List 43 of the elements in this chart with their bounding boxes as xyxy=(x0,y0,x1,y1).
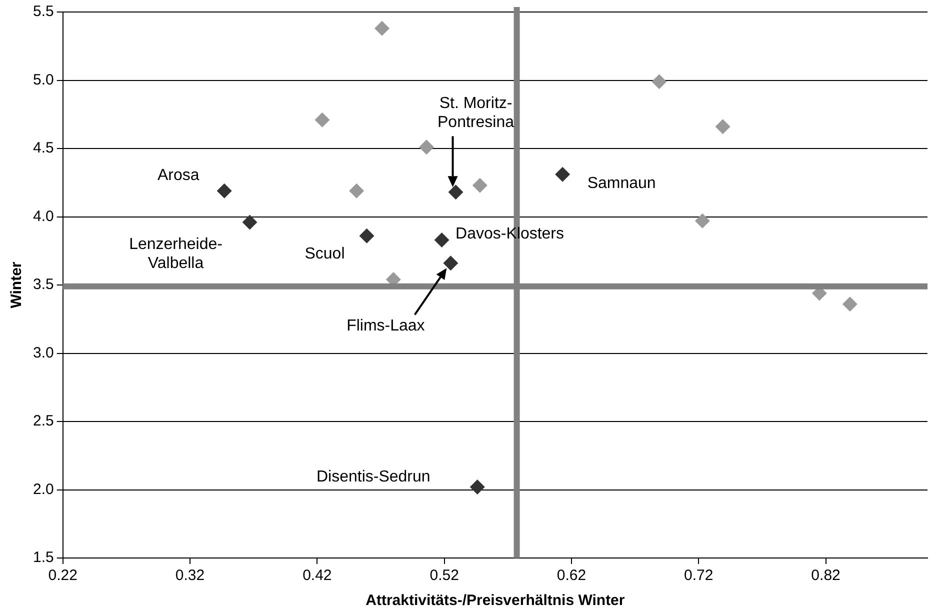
x-tick-label: 0.52 xyxy=(430,567,459,584)
point xyxy=(694,213,710,228)
y-tick-label: 3.5 xyxy=(32,276,54,294)
point xyxy=(216,183,232,198)
y-tick-label: 2.5 xyxy=(32,412,54,430)
point xyxy=(448,184,464,200)
point xyxy=(472,178,488,193)
point xyxy=(419,140,434,155)
point xyxy=(349,183,364,198)
point xyxy=(842,296,858,312)
y-tick-label: 4.0 xyxy=(32,208,54,225)
annotation: Scuol xyxy=(304,245,345,262)
x-tick-label: 0.32 xyxy=(175,567,205,584)
point xyxy=(470,480,485,495)
annotation: Davos-Klosters xyxy=(456,225,564,242)
x-tick-label: 0.22 xyxy=(48,567,78,584)
x-tick-label: 0.62 xyxy=(556,567,586,584)
y-tick-label: 5.5 xyxy=(32,3,54,20)
point xyxy=(652,74,667,90)
point xyxy=(715,119,730,134)
annotation: Samnaun xyxy=(587,174,656,192)
annotation: Arosa xyxy=(157,167,200,184)
y-tick-label: 4.5 xyxy=(32,140,54,157)
y-tick-label: 5.0 xyxy=(32,71,54,88)
annotation: Flims-Laax xyxy=(346,318,425,335)
point xyxy=(374,20,390,36)
point xyxy=(242,214,258,230)
y-tick-label: 2.0 xyxy=(32,480,54,498)
point xyxy=(359,228,374,244)
point xyxy=(555,166,570,182)
x-tick-label: 0.42 xyxy=(302,567,332,584)
x-axis-title: Attraktivitäts-/Preisverhältnis Winter xyxy=(366,592,625,610)
x-tick-label: 0.82 xyxy=(811,567,840,584)
y-axis-title: Winter xyxy=(8,262,26,308)
x-tick-label: 0.72 xyxy=(684,567,714,584)
annotation: Lenzerheide- Valbella xyxy=(129,236,222,272)
annotation: Disentis-Sedrun xyxy=(316,468,430,486)
annotation: St. Moritz- Pontresina xyxy=(438,95,514,132)
point xyxy=(434,232,450,248)
point xyxy=(443,256,458,271)
y-tick-label: 1.5 xyxy=(32,549,54,566)
point xyxy=(314,112,330,128)
y-tick-label: 3.0 xyxy=(32,344,54,362)
